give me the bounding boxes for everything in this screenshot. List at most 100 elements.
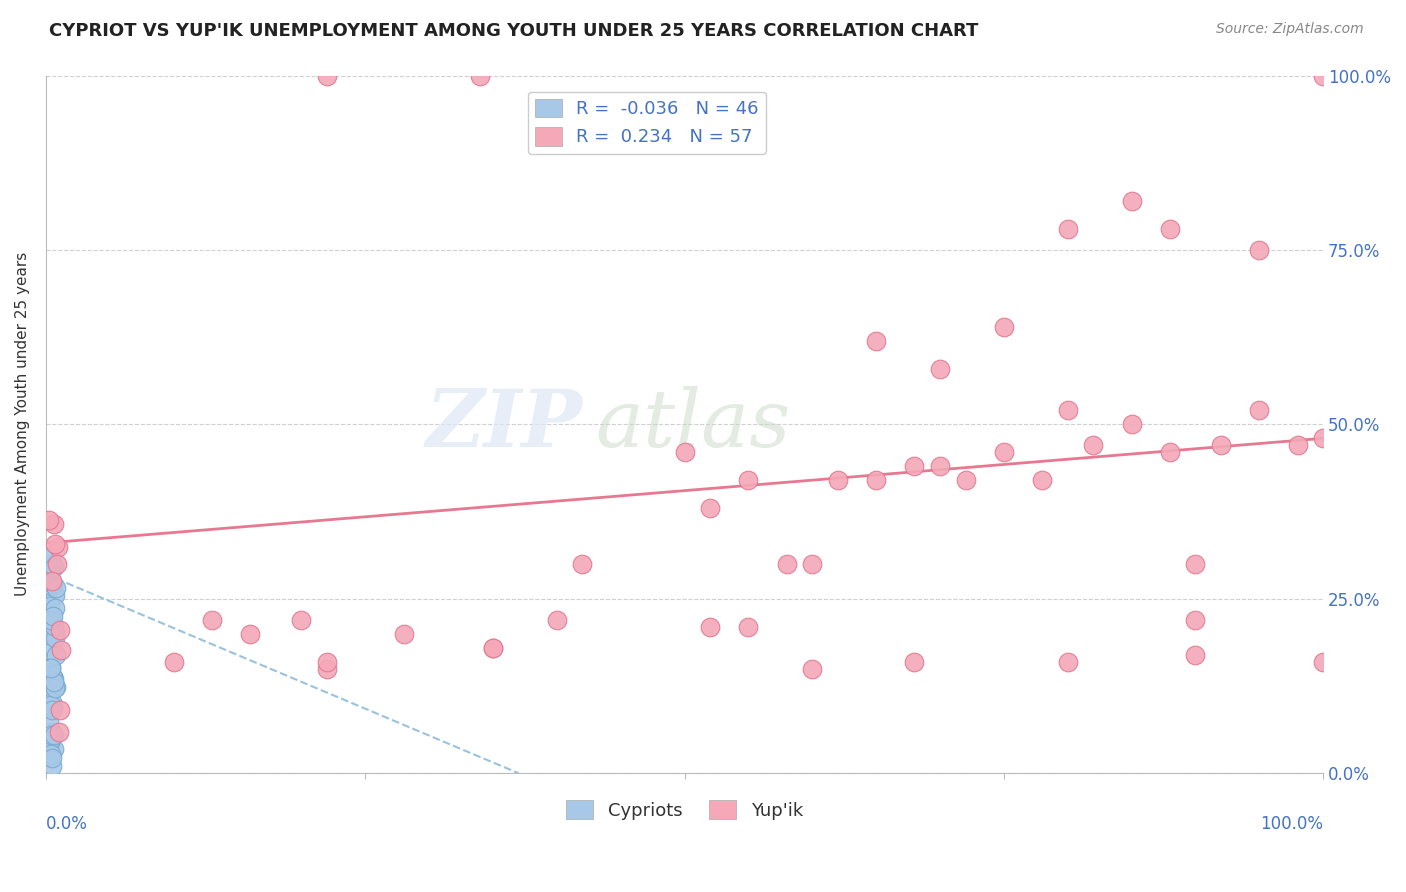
Point xyxy=(1312,655,1334,669)
Point xyxy=(1286,438,1309,452)
Point xyxy=(39,579,62,593)
Point xyxy=(42,560,65,574)
Point xyxy=(41,679,63,693)
Point xyxy=(38,681,60,696)
Point xyxy=(316,655,339,669)
Point xyxy=(38,661,60,675)
Point xyxy=(801,557,824,571)
Point xyxy=(903,459,925,474)
Text: 0.0%: 0.0% xyxy=(46,815,87,833)
Point xyxy=(1312,431,1334,445)
Point xyxy=(1249,243,1271,257)
Point xyxy=(42,728,65,742)
Point xyxy=(49,703,72,717)
Point xyxy=(239,626,262,640)
Point xyxy=(316,69,339,83)
Point xyxy=(45,680,67,694)
Point xyxy=(737,473,759,487)
Point xyxy=(546,613,568,627)
Point xyxy=(865,334,887,348)
Point xyxy=(201,613,224,627)
Point xyxy=(1184,613,1206,627)
Point xyxy=(955,473,977,487)
Point xyxy=(290,613,312,627)
Point xyxy=(49,643,72,657)
Text: atlas: atlas xyxy=(595,385,790,463)
Point xyxy=(929,361,952,376)
Point xyxy=(48,725,70,739)
Point xyxy=(39,549,62,564)
Point xyxy=(42,609,65,624)
Point xyxy=(41,701,63,715)
Point xyxy=(45,648,67,662)
Point xyxy=(41,701,63,715)
Point xyxy=(41,747,63,761)
Point xyxy=(993,319,1015,334)
Point xyxy=(39,749,62,764)
Point xyxy=(1056,403,1078,417)
Point xyxy=(1056,222,1078,236)
Point xyxy=(42,619,65,633)
Point xyxy=(571,557,593,571)
Point xyxy=(801,661,824,675)
Point xyxy=(41,751,63,765)
Point xyxy=(41,698,63,712)
Point xyxy=(44,517,66,532)
Point xyxy=(39,733,62,747)
Point xyxy=(903,655,925,669)
Text: CYPRIOT VS YUP'IK UNEMPLOYMENT AMONG YOUTH UNDER 25 YEARS CORRELATION CHART: CYPRIOT VS YUP'IK UNEMPLOYMENT AMONG YOU… xyxy=(49,22,979,40)
Point xyxy=(1031,473,1053,487)
Point xyxy=(39,599,62,614)
Point xyxy=(1056,655,1078,669)
Point xyxy=(48,623,70,637)
Point xyxy=(41,667,63,681)
Point xyxy=(1121,194,1143,208)
Point xyxy=(38,513,60,527)
Point xyxy=(42,670,65,684)
Y-axis label: Unemployment Among Youth under 25 years: Unemployment Among Youth under 25 years xyxy=(15,252,30,597)
Text: Source: ZipAtlas.com: Source: ZipAtlas.com xyxy=(1216,22,1364,37)
Point xyxy=(1184,557,1206,571)
Point xyxy=(1209,438,1232,452)
Point xyxy=(737,620,759,634)
Point xyxy=(1312,69,1334,83)
Point xyxy=(1184,648,1206,662)
Legend: Cypriots, Yup'ik: Cypriots, Yup'ik xyxy=(558,793,810,827)
Point xyxy=(41,660,63,674)
Point xyxy=(44,674,66,689)
Point xyxy=(699,620,721,634)
Point xyxy=(41,728,63,742)
Point xyxy=(316,661,339,675)
Point xyxy=(44,631,66,645)
Point xyxy=(42,619,65,633)
Point xyxy=(39,613,62,627)
Point xyxy=(44,537,66,551)
Text: ZIP: ZIP xyxy=(426,385,582,463)
Point xyxy=(392,626,415,640)
Point xyxy=(45,581,67,595)
Point xyxy=(44,681,66,695)
Point xyxy=(41,725,63,739)
Point xyxy=(39,661,62,675)
Point xyxy=(41,557,63,571)
Point xyxy=(163,655,186,669)
Point xyxy=(699,501,721,516)
Point xyxy=(673,445,696,459)
Point xyxy=(46,557,69,571)
Text: 100.0%: 100.0% xyxy=(1260,815,1323,833)
Point xyxy=(1159,445,1181,459)
Point xyxy=(41,694,63,708)
Point xyxy=(827,473,849,487)
Point xyxy=(470,69,492,83)
Point xyxy=(38,734,60,748)
Point xyxy=(38,628,60,642)
Point xyxy=(41,759,63,773)
Point xyxy=(993,445,1015,459)
Point xyxy=(44,625,66,640)
Point xyxy=(44,589,66,603)
Point xyxy=(42,741,65,756)
Point xyxy=(48,540,70,554)
Point xyxy=(41,574,63,588)
Point xyxy=(482,640,505,655)
Point xyxy=(929,459,952,474)
